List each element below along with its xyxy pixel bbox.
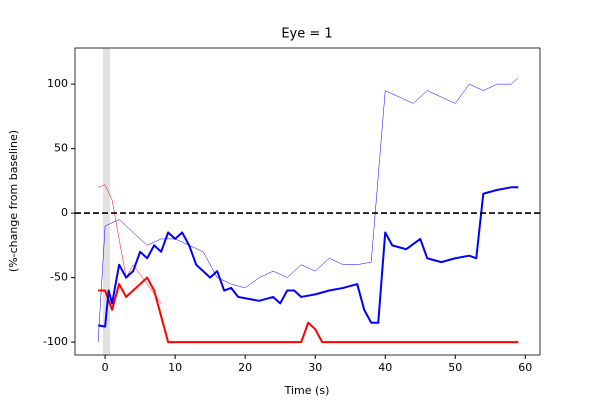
series-line [98,276,519,344]
y-tick-label: 0 [61,206,68,219]
chart-title: Eye = 1 [281,27,332,42]
y-tick-label: 100 [47,77,68,90]
x-tick-label: 50 [448,361,462,374]
y-tick-label: 50 [54,142,68,155]
shaded-span [103,48,111,355]
plot-area [75,48,540,355]
x-tick-label: 60 [518,361,532,374]
y-tick-label: -50 [50,271,68,284]
x-axis-label: Time (s) [284,384,330,397]
y-axis-label: (%-change from baseline) [7,130,20,272]
y-tick-label: -100 [43,335,68,348]
x-tick-label: 20 [238,361,252,374]
x-tick-label: 10 [168,361,182,374]
x-tick-label: 40 [378,361,392,374]
x-tick-label: 0 [102,361,109,374]
axes-frame [74,47,541,356]
series-line [97,77,519,343]
x-tick-label: 30 [308,361,322,374]
series-line [97,186,519,328]
